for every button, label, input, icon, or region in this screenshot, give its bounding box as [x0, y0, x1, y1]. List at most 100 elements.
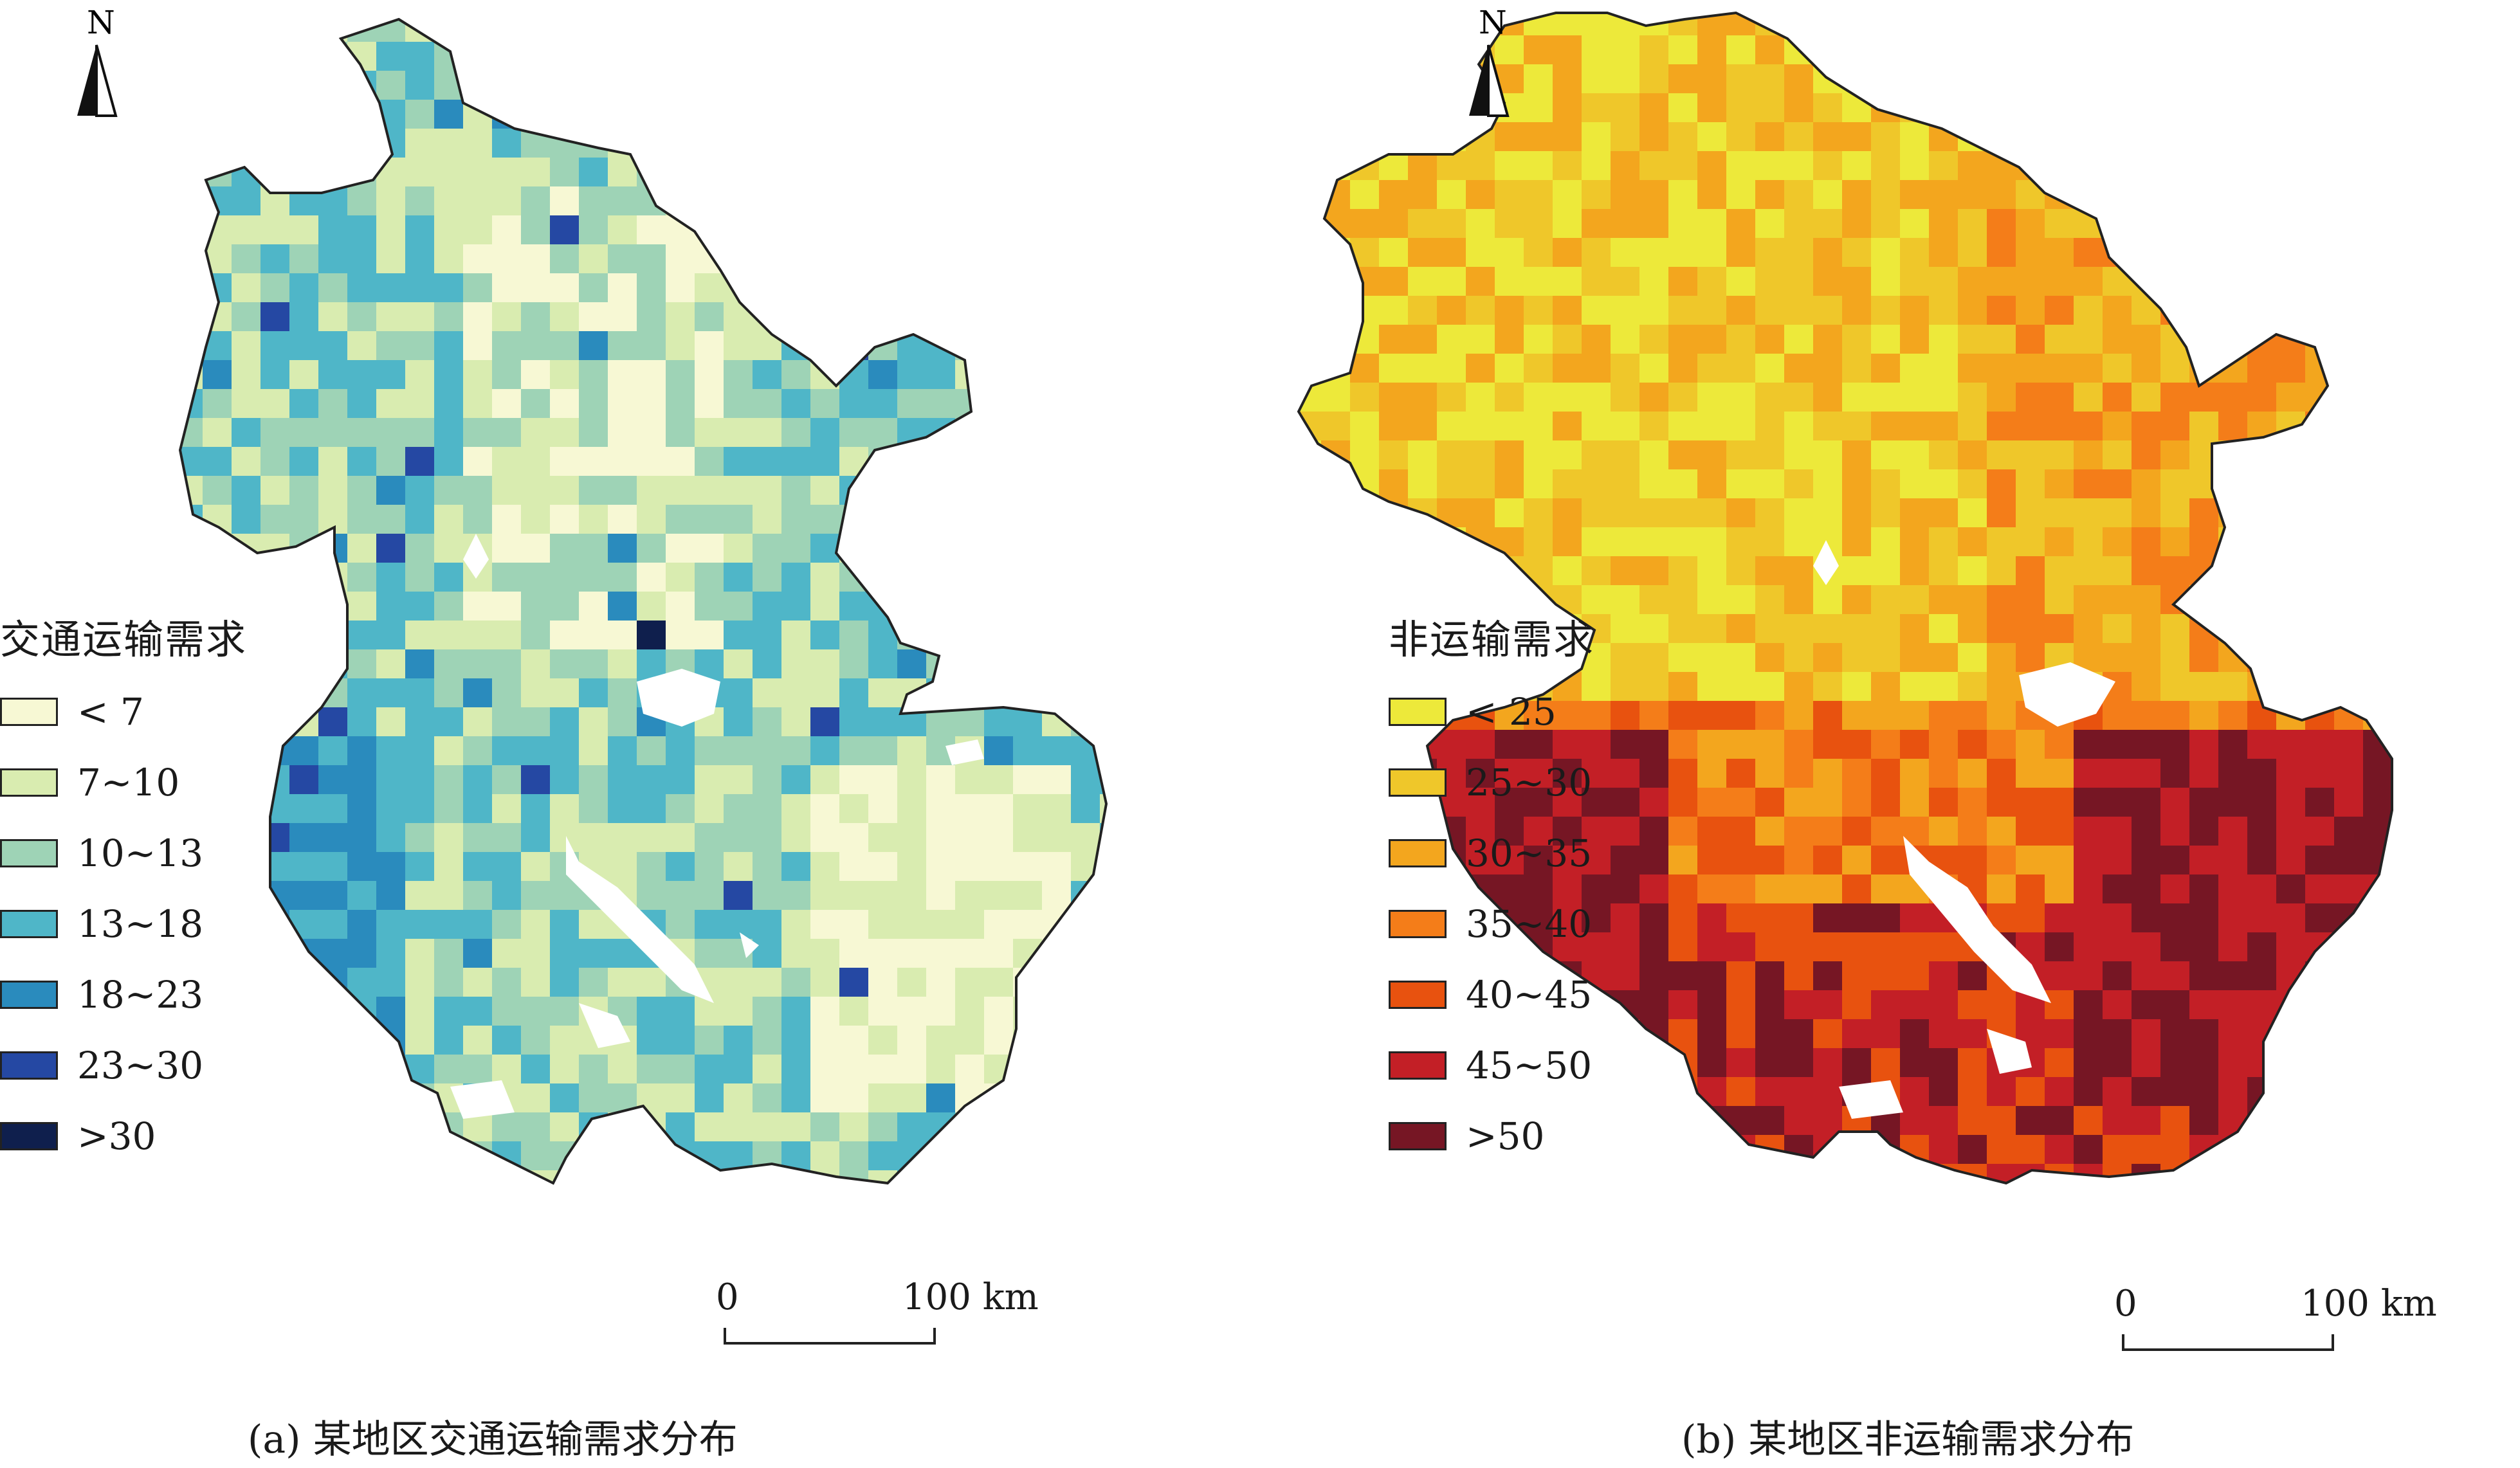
grid-cell — [2160, 932, 2190, 962]
grid-cell — [695, 649, 724, 679]
grid-cell — [2074, 354, 2103, 383]
grid-cell — [1100, 707, 1106, 737]
grid-cell — [2334, 846, 2364, 875]
grid-cell — [1611, 412, 1640, 441]
grid-cell — [521, 707, 551, 737]
grid-cell — [2016, 325, 2045, 354]
grid-cell — [1495, 354, 1524, 383]
grid-cell — [753, 939, 782, 968]
grid-cell — [1042, 418, 1072, 448]
grid-cell — [1299, 35, 1322, 65]
grid-cell — [1321, 1193, 1351, 1222]
grid-cell — [1321, 13, 1351, 36]
grid-cell — [1611, 1106, 1640, 1136]
grid-cell — [376, 765, 406, 795]
grid-cell — [1100, 244, 1106, 274]
grid-cell — [1408, 527, 1438, 557]
grid-cell — [1842, 614, 1872, 644]
grid-cell — [1299, 440, 1322, 470]
grid-cell — [1437, 267, 1466, 296]
grid-cell — [1726, 412, 1756, 441]
grid-cell — [810, 823, 840, 853]
grid-cell — [2392, 903, 2422, 933]
grid-cell — [463, 42, 493, 71]
grid-cell — [1639, 672, 1669, 702]
grid-cell — [608, 1170, 637, 1183]
grid-cell — [753, 360, 782, 390]
grid-cell — [2363, 788, 2392, 817]
grid-cell — [1929, 527, 1958, 557]
grid-cell — [1524, 267, 1553, 296]
grid-cell — [521, 765, 551, 795]
grid-cell — [1697, 990, 1727, 1020]
grid-cell — [1987, 151, 2016, 181]
grid-cell — [318, 794, 348, 824]
grid-cell — [2305, 1106, 2335, 1136]
grid-cell — [666, 505, 695, 534]
grid-cell — [984, 505, 1014, 534]
grid-cell — [2160, 961, 2190, 991]
grid-cell — [376, 968, 406, 997]
grid-cell — [2305, 1077, 2335, 1107]
grid-cell — [1013, 1083, 1043, 1113]
grid-cell — [1379, 527, 1409, 557]
grid-cell — [1900, 643, 1930, 673]
grid-cell — [753, 707, 782, 737]
grid-cell — [2103, 903, 2132, 933]
grid-cell — [1013, 1141, 1043, 1171]
grid-cell — [1900, 180, 1930, 210]
grid-cell — [868, 1112, 898, 1142]
grid-cell — [2189, 846, 2219, 875]
grid-cell — [1639, 1135, 1669, 1164]
grid-cell — [608, 447, 637, 476]
legend-label: 30~35 — [1466, 831, 1593, 875]
grid-cell — [810, 765, 840, 795]
grid-cell — [608, 505, 637, 534]
grid-cell — [2016, 354, 2045, 383]
grid-cell — [695, 215, 724, 245]
grid-cell — [1495, 151, 1524, 181]
grid-cell — [289, 42, 319, 71]
grid-cell — [1379, 585, 1409, 615]
grid-cell — [1726, 701, 1756, 730]
grid-cell — [1929, 238, 1958, 267]
grid-cell — [1755, 1164, 1785, 1183]
grid-cell — [1726, 1106, 1756, 1136]
grid-cell — [1842, 296, 1872, 325]
grid-cell — [289, 360, 319, 390]
grid-cell — [2160, 643, 2190, 673]
grid-cell — [1042, 476, 1072, 505]
grid-cell — [2363, 1048, 2392, 1078]
grid-cell — [180, 302, 203, 332]
grid-cell — [232, 244, 261, 274]
grid-cell — [2016, 1106, 2045, 1136]
grid-cell — [2276, 1106, 2306, 1136]
grid-cell — [666, 418, 695, 448]
grid-cell — [2392, 209, 2422, 239]
grid-cell — [2305, 585, 2335, 615]
grid-cell — [521, 592, 551, 621]
grid-cell — [347, 823, 377, 853]
grid-cell — [1379, 469, 1409, 499]
grid-cell — [2247, 1193, 2277, 1222]
grid-cell — [318, 476, 348, 505]
grid-cell — [2160, 701, 2190, 730]
grid-cell — [1553, 267, 1582, 296]
grid-cell — [2392, 180, 2422, 210]
grid-cell — [753, 418, 782, 448]
grid-cell — [1929, 643, 1958, 673]
grid-cell — [376, 42, 406, 71]
grid-cell — [180, 158, 203, 187]
grid-cell — [318, 100, 348, 129]
grid-cell — [1784, 730, 1814, 759]
grid-cell — [810, 1026, 840, 1055]
grid-cell — [1784, 122, 1814, 152]
grid-cell — [810, 1083, 840, 1113]
grid-cell — [579, 794, 608, 824]
grid-cell — [1668, 1164, 1698, 1183]
grid-cell — [2103, 1135, 2132, 1164]
grid-cell — [839, 649, 869, 679]
grid-cell — [521, 244, 551, 274]
grid-cell — [2132, 614, 2161, 644]
grid-cell — [637, 649, 666, 679]
